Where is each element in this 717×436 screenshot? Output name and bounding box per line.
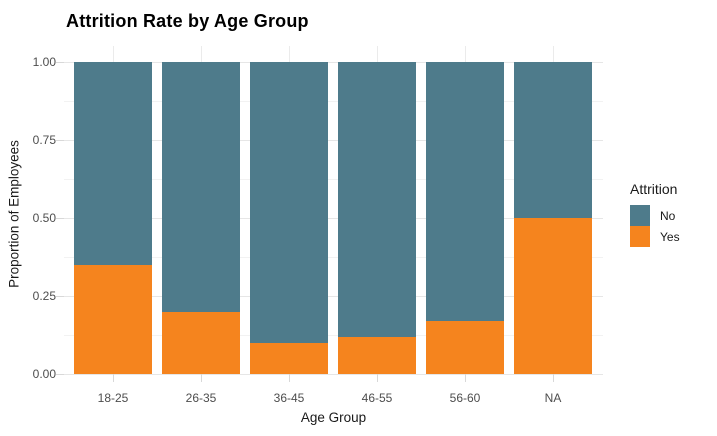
minor-gridline: [64, 179, 603, 180]
bar-18-25: [74, 62, 152, 374]
legend-title: Attrition: [630, 181, 678, 197]
y-tick-label: 0.75: [32, 133, 56, 147]
y-tick-label: 0.50: [32, 211, 56, 225]
x-tick-label: 56-60: [449, 391, 481, 405]
legend-label: No: [660, 208, 676, 223]
bar-segment-yes: [514, 218, 592, 374]
legend-swatch-no: [630, 205, 650, 226]
y-tick-label: 0.25: [32, 289, 56, 303]
bar-segment-yes: [162, 312, 240, 374]
bar-segment-no: [250, 62, 328, 343]
x-axis-tick: [377, 374, 378, 382]
bar-46-55: [338, 62, 416, 374]
x-axis-tick: [553, 374, 554, 382]
bar-segment-yes: [74, 265, 152, 374]
bar-segment-yes: [250, 343, 328, 374]
major-gridline: [64, 296, 603, 297]
bar-56-60: [426, 62, 504, 374]
minor-gridline: [64, 257, 603, 258]
bar-segment-no: [426, 62, 504, 321]
bar-segment-no: [514, 62, 592, 218]
x-tick-label: 36-45: [273, 391, 305, 405]
bar-segment-no: [74, 62, 152, 265]
major-gridline: [64, 140, 603, 141]
bar-segment-no: [338, 62, 416, 337]
minor-gridline: [64, 101, 603, 102]
y-tick-label: 1.00: [32, 55, 56, 69]
major-gridline: [64, 62, 603, 63]
y-axis-tick: [56, 140, 64, 141]
x-axis-tick: [113, 374, 114, 382]
y-axis-tick: [56, 62, 64, 63]
y-axis-tick: [56, 374, 64, 375]
bar-segment-no: [162, 62, 240, 312]
x-axis-tick: [201, 374, 202, 382]
y-tick-label: 0.00: [32, 367, 56, 381]
x-tick-label: 26-35: [185, 391, 217, 405]
bar-36-45: [250, 62, 328, 374]
x-tick-label: NA: [544, 391, 562, 405]
legend-item-no: No: [630, 205, 680, 226]
x-tick-label: 46-55: [361, 391, 393, 405]
bar-segment-yes: [426, 321, 504, 374]
y-axis-tick: [56, 296, 64, 297]
legend: Attrition No Yes: [630, 181, 680, 247]
chart-title: Attrition Rate by Age Group: [66, 11, 309, 31]
legend-items: No Yes: [630, 205, 680, 247]
x-axis-title: Age Group: [300, 410, 367, 425]
major-gridline: [64, 374, 603, 375]
plot-panel: [64, 46, 603, 375]
minor-gridline: [64, 335, 603, 336]
x-axis-tick: [289, 374, 290, 382]
legend-swatch-yes: [630, 226, 650, 247]
bar-26-35: [162, 62, 240, 374]
major-gridline: [64, 218, 603, 219]
legend-item-yes: Yes: [630, 226, 680, 247]
x-axis-tick: [465, 374, 466, 382]
bar-na: [514, 62, 592, 374]
legend-label: Yes: [660, 229, 680, 244]
y-axis-tick: [56, 218, 64, 219]
x-tick-label: 18-25: [97, 391, 129, 405]
bar-segment-yes: [338, 337, 416, 374]
